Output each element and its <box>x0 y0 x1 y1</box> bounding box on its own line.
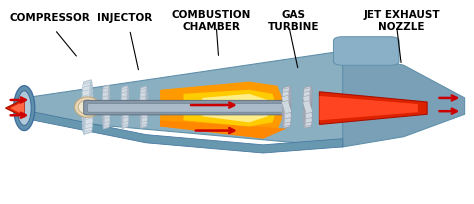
Polygon shape <box>102 91 110 123</box>
Polygon shape <box>121 88 128 126</box>
Polygon shape <box>282 91 291 123</box>
Ellipse shape <box>74 97 100 117</box>
Polygon shape <box>140 96 148 118</box>
Polygon shape <box>140 89 147 126</box>
Polygon shape <box>103 88 109 126</box>
Polygon shape <box>10 101 24 115</box>
Polygon shape <box>283 88 291 126</box>
Polygon shape <box>103 88 109 126</box>
Polygon shape <box>82 95 93 120</box>
Ellipse shape <box>14 86 35 131</box>
Text: INJECTOR: INJECTOR <box>97 13 153 23</box>
Polygon shape <box>24 110 343 153</box>
Polygon shape <box>6 99 24 117</box>
Polygon shape <box>282 101 292 114</box>
Polygon shape <box>102 96 110 119</box>
Polygon shape <box>82 82 92 132</box>
Ellipse shape <box>17 91 31 125</box>
Polygon shape <box>121 88 128 126</box>
Ellipse shape <box>78 100 97 114</box>
Polygon shape <box>140 92 147 122</box>
Polygon shape <box>202 94 268 122</box>
Text: COMBUSTION
CHAMBER: COMBUSTION CHAMBER <box>172 10 251 32</box>
Polygon shape <box>102 91 110 123</box>
Polygon shape <box>319 92 427 124</box>
Polygon shape <box>140 96 148 118</box>
Polygon shape <box>139 106 148 108</box>
Polygon shape <box>82 100 93 114</box>
Polygon shape <box>183 90 277 126</box>
Polygon shape <box>103 85 109 129</box>
Polygon shape <box>304 86 311 128</box>
Polygon shape <box>121 96 129 118</box>
Text: COMPRESSOR: COMPRESSOR <box>9 13 91 23</box>
Polygon shape <box>82 100 93 114</box>
Polygon shape <box>282 101 292 114</box>
Polygon shape <box>140 92 147 122</box>
Polygon shape <box>24 51 343 147</box>
Polygon shape <box>122 86 128 128</box>
Polygon shape <box>139 101 148 113</box>
Polygon shape <box>319 96 418 120</box>
FancyBboxPatch shape <box>88 104 284 112</box>
Polygon shape <box>303 95 312 119</box>
Polygon shape <box>140 89 147 126</box>
Polygon shape <box>102 101 110 113</box>
Polygon shape <box>303 91 312 123</box>
Polygon shape <box>160 82 287 133</box>
Polygon shape <box>139 101 148 113</box>
Polygon shape <box>82 82 92 132</box>
Polygon shape <box>282 106 292 108</box>
Polygon shape <box>302 101 313 114</box>
Polygon shape <box>103 86 109 129</box>
Polygon shape <box>140 86 147 128</box>
Polygon shape <box>303 95 312 119</box>
Polygon shape <box>140 86 147 128</box>
Polygon shape <box>102 106 110 108</box>
Polygon shape <box>282 95 292 119</box>
Polygon shape <box>102 101 110 113</box>
Polygon shape <box>102 96 110 119</box>
Polygon shape <box>82 90 93 125</box>
Polygon shape <box>304 86 311 128</box>
Polygon shape <box>303 91 312 123</box>
Text: GAS
TURBINE: GAS TURBINE <box>268 10 319 32</box>
Polygon shape <box>121 106 129 108</box>
Polygon shape <box>302 106 313 108</box>
Polygon shape <box>141 86 146 128</box>
Text: JET EXHAUST
NOZZLE: JET EXHAUST NOZZLE <box>363 10 440 32</box>
Polygon shape <box>122 85 128 129</box>
Polygon shape <box>82 106 93 108</box>
FancyBboxPatch shape <box>84 100 288 115</box>
Polygon shape <box>122 86 128 128</box>
FancyBboxPatch shape <box>333 37 399 65</box>
Polygon shape <box>83 80 92 134</box>
Polygon shape <box>84 80 91 135</box>
Polygon shape <box>160 120 287 139</box>
Polygon shape <box>304 88 312 126</box>
Polygon shape <box>283 86 290 128</box>
Polygon shape <box>121 92 129 123</box>
Polygon shape <box>121 96 129 118</box>
Polygon shape <box>283 86 290 128</box>
Polygon shape <box>343 51 465 147</box>
Polygon shape <box>304 88 312 126</box>
Polygon shape <box>121 101 129 113</box>
Polygon shape <box>282 95 292 119</box>
Polygon shape <box>302 101 313 114</box>
Polygon shape <box>82 90 93 125</box>
Polygon shape <box>82 95 93 120</box>
Polygon shape <box>121 92 129 123</box>
Polygon shape <box>82 85 93 129</box>
Polygon shape <box>103 86 109 129</box>
Polygon shape <box>282 91 291 123</box>
Polygon shape <box>121 101 129 113</box>
Polygon shape <box>83 80 92 134</box>
Polygon shape <box>283 88 291 126</box>
Polygon shape <box>82 85 93 129</box>
